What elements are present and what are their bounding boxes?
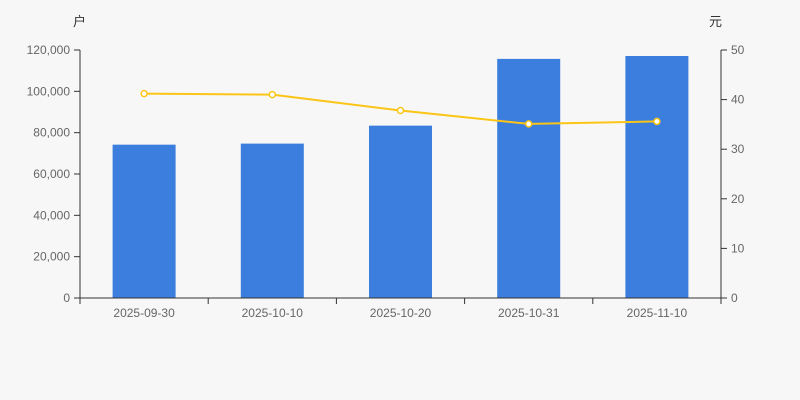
bar-2025-10-20[interactable] bbox=[369, 125, 432, 298]
right-axis-tick-label: 20 bbox=[731, 192, 745, 206]
left-axis-tick-label: 80,000 bbox=[33, 126, 70, 140]
line-point-2025-09-30[interactable] bbox=[140, 89, 148, 98]
line-point-2025-10-20[interactable] bbox=[396, 106, 405, 115]
x-axis-category-label: 2025-10-10 bbox=[242, 306, 304, 320]
line-point-2025-10-10[interactable] bbox=[268, 90, 277, 99]
right-axis-tick-label: 0 bbox=[731, 291, 738, 305]
line-point-2025-11-10[interactable] bbox=[653, 117, 661, 126]
x-axis-category-label: 2025-11-10 bbox=[627, 306, 688, 320]
right-axis-tick-label: 50 bbox=[731, 43, 745, 57]
left-axis-tick-label: 0 bbox=[63, 291, 70, 305]
left-axis-tick-label: 100,000 bbox=[27, 84, 71, 98]
right-axis-tick-label: 30 bbox=[731, 142, 745, 156]
x-axis-category-label: 2025-10-20 bbox=[370, 306, 432, 320]
x-axis-category-label: 2025-10-31 bbox=[498, 306, 560, 320]
right-axis-tick-label: 10 bbox=[731, 241, 745, 255]
right-axis-title: 元 bbox=[709, 14, 723, 29]
bar-2025-10-31[interactable] bbox=[497, 58, 561, 299]
bar-2025-10-10[interactable] bbox=[240, 143, 304, 298]
line-point-2025-10-31[interactable] bbox=[524, 120, 533, 128]
right-axis-tick-label: 40 bbox=[731, 93, 745, 107]
left-axis-tick-label: 120,000 bbox=[27, 43, 71, 57]
x-axis-category-label: 2025-09-30 bbox=[113, 306, 175, 320]
bar-2025-11-10[interactable] bbox=[625, 55, 689, 298]
bar-2025-09-30[interactable] bbox=[112, 144, 176, 298]
left-axis-tick-label: 40,000 bbox=[33, 208, 70, 222]
left-axis-tick-label: 60,000 bbox=[33, 167, 70, 181]
left-axis-tick-label: 20,000 bbox=[33, 250, 70, 264]
left-axis-title: 户 bbox=[73, 14, 87, 29]
